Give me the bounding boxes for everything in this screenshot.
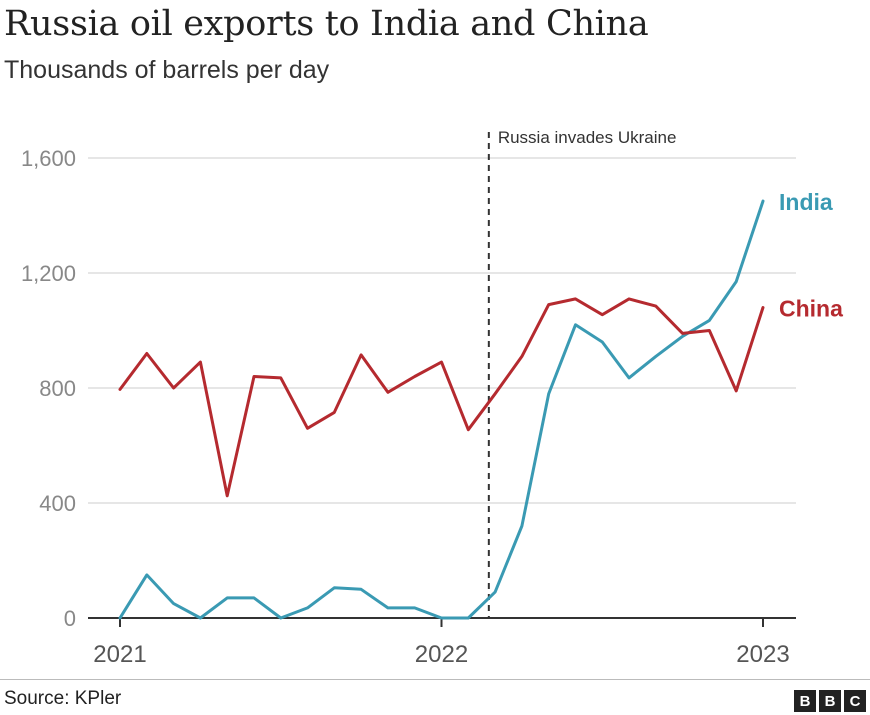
source-note: Source: KPler (4, 688, 122, 709)
logo-letter: B (819, 690, 841, 712)
x-axis: 2021 2022 2023 (88, 617, 796, 668)
gridlines (88, 157, 796, 504)
series-labels: India China (779, 189, 843, 321)
line-chart: 0 400 800 1,200 1,600 2021 2022 2023 Russia in… (21, 128, 843, 668)
invasion-annotation-label: Russia invades Ukraine (498, 128, 677, 147)
logo-letter: C (844, 690, 866, 712)
footer-divider (0, 679, 870, 680)
annotation: Russia invades Ukraine (487, 128, 677, 618)
y-tick-label: 1,600 (21, 146, 76, 171)
y-tick-label: 800 (39, 376, 76, 401)
y-axis-tick-labels: 0 400 800 1,200 1,600 (21, 146, 76, 631)
china-series-label: China (779, 296, 843, 322)
china-series-line (118, 297, 765, 498)
logo-letter: B (794, 690, 816, 712)
india-series-label: India (779, 189, 833, 215)
x-tick-label: 2021 (93, 641, 146, 668)
y-tick-label: 1,200 (21, 261, 76, 286)
chart-title: Russia oil exports to India and China (4, 4, 649, 44)
x-tick-label: 2023 (736, 641, 789, 668)
x-tick-label: 2022 (415, 641, 468, 668)
y-tick-label: 400 (39, 491, 76, 516)
bbc-logo: B B C (794, 690, 866, 712)
india-series-line (118, 199, 765, 620)
chart-subtitle: Thousands of barrels per day (4, 56, 330, 84)
y-tick-label: 0 (64, 606, 76, 631)
series-lines (118, 199, 765, 620)
